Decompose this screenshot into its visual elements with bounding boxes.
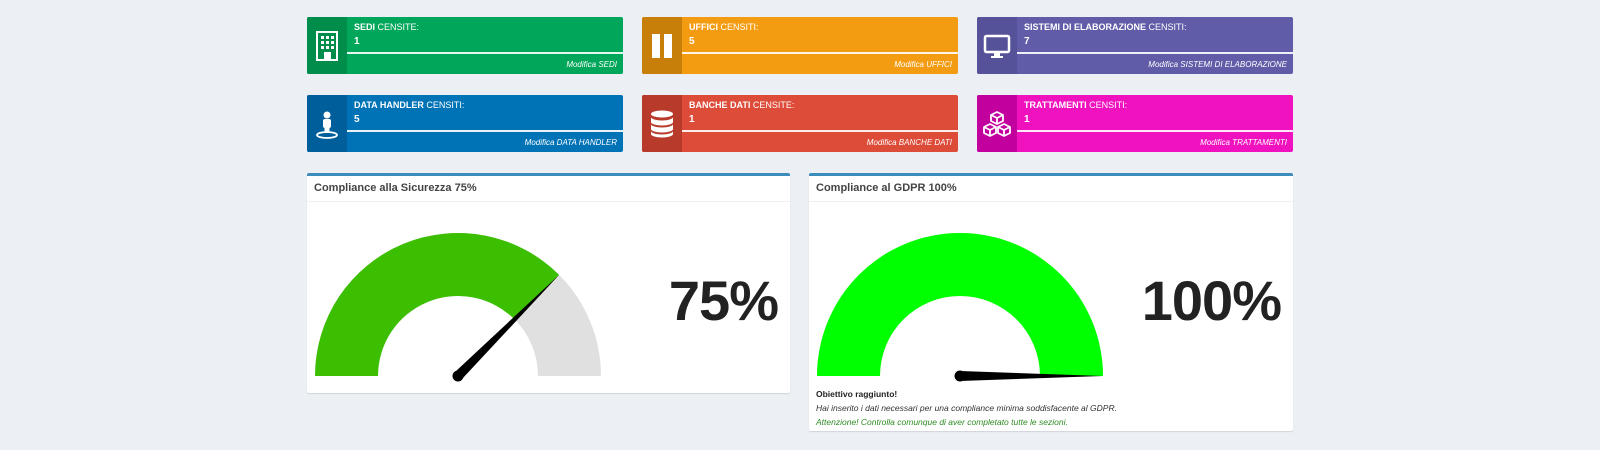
infobox-sedi: SEDI CENSITE: 1 Modifica SEDI xyxy=(307,17,623,74)
goal-reached-title: Obiettivo raggiunto! xyxy=(816,389,898,399)
progress-bar xyxy=(1017,130,1293,132)
gauge-needle-hub xyxy=(452,370,464,382)
icon-container xyxy=(642,17,682,74)
infobox-content: TRATTAMENTI CENSITI: 1 Modifica TRATTAME… xyxy=(1017,95,1293,152)
cubes-icon xyxy=(983,110,1011,137)
infobox-content: SISTEMI DI ELABORAZIONE CENSITI: 7 Modif… xyxy=(1017,17,1293,74)
icon-container xyxy=(307,17,347,74)
warning-text: Attenzione! Controlla comunque di aver c… xyxy=(816,417,1068,427)
modify-link[interactable]: Modifica SEDI xyxy=(566,60,617,69)
gauge-value: 100% xyxy=(1141,269,1282,332)
gauge-needle xyxy=(960,371,1103,381)
infobox-count: 5 xyxy=(689,36,695,47)
modify-link[interactable]: Modifica TRATTAMENTI xyxy=(1200,138,1287,147)
icon-container xyxy=(977,17,1017,74)
building-icon xyxy=(316,30,338,61)
infobox-title: SEDI CENSITE: xyxy=(354,22,420,32)
icon-container xyxy=(642,95,682,152)
gauge-value: 75% xyxy=(668,269,779,332)
infobox-count: 1 xyxy=(689,114,695,125)
desktop-icon xyxy=(983,34,1011,58)
infobox-datahandler: DATA HANDLER CENSITI: 5 Modifica DATA HA… xyxy=(307,95,623,152)
infobox-content: SEDI CENSITE: 1 Modifica SEDI xyxy=(347,17,623,74)
gauge-fill xyxy=(315,232,560,376)
infobox-banche: BANCHE DATI CENSITE: 1 Modifica BANCHE D… xyxy=(642,95,958,152)
infobox-sistemi: SISTEMI DI ELABORAZIONE CENSITI: 7 Modif… xyxy=(977,17,1293,74)
infobox-count: 1 xyxy=(1024,114,1030,125)
modify-link[interactable]: Modifica SISTEMI DI ELABORAZIONE xyxy=(1148,60,1287,69)
compliance-box-gdpr: Compliance al GDPR 100% 100% Obiettivo r… xyxy=(809,173,1293,431)
gauge-sicurezza xyxy=(315,232,601,382)
modify-link[interactable]: Modifica UFFICI xyxy=(894,60,952,69)
icon-container xyxy=(977,95,1017,152)
modify-link[interactable]: Modifica DATA HANDLER xyxy=(524,138,617,147)
box-title: Compliance alla Sicurezza 75% xyxy=(307,176,790,202)
goal-reached-text: Hai inserito i dati necessari per una co… xyxy=(816,403,1117,413)
infobox-title: UFFICI CENSITI: xyxy=(689,22,759,32)
infobox-count: 1 xyxy=(354,36,360,47)
icon-container xyxy=(307,95,347,152)
infobox-title: BANCHE DATI CENSITE: xyxy=(689,100,795,110)
progress-bar xyxy=(1017,52,1293,54)
gauge-needle xyxy=(454,274,560,380)
columns-icon xyxy=(652,33,672,58)
gauge-gdpr xyxy=(817,232,1103,382)
compliance-box-sicurezza: Compliance alla Sicurezza 75% 75% xyxy=(307,173,790,393)
infobox-title: DATA HANDLER CENSITI: xyxy=(354,100,465,110)
infobox-title: TRATTAMENTI CENSITI: xyxy=(1024,100,1128,110)
progress-bar xyxy=(682,130,958,132)
progress-bar xyxy=(682,52,958,54)
infobox-title: SISTEMI DI ELABORAZIONE CENSITI: xyxy=(1024,22,1187,32)
progress-bar xyxy=(347,52,623,54)
infobox-uffici: UFFICI CENSITI: 5 Modifica UFFICI xyxy=(642,17,958,74)
infobox-content: DATA HANDLER CENSITI: 5 Modifica DATA HA… xyxy=(347,95,623,152)
infobox-content: BANCHE DATI CENSITE: 1 Modifica BANCHE D… xyxy=(682,95,958,152)
infobox-count: 5 xyxy=(354,114,360,125)
gauge-fill xyxy=(817,232,1103,376)
modify-link[interactable]: Modifica BANCHE DATI xyxy=(866,138,952,147)
database-icon xyxy=(651,110,673,137)
infobox-content: UFFICI CENSITI: 5 Modifica UFFICI xyxy=(682,17,958,74)
gauge-needle-hub xyxy=(954,370,966,382)
progress-bar xyxy=(347,130,623,132)
infobox-count: 7 xyxy=(1024,36,1030,47)
box-title: Compliance al GDPR 100% xyxy=(809,176,1293,202)
infobox-trattamenti: TRATTAMENTI CENSITI: 1 Modifica TRATTAME… xyxy=(977,95,1293,152)
street-view-icon xyxy=(316,111,338,139)
